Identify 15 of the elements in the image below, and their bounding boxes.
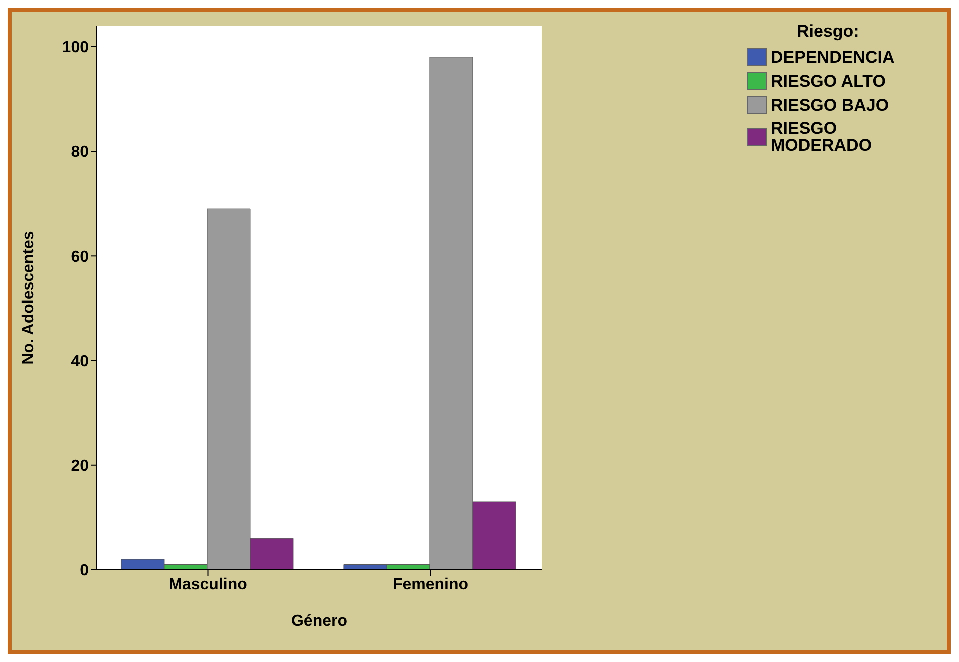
y-tick-label: 100	[62, 40, 90, 57]
x-tick-label: Masculino	[169, 576, 248, 594]
y-tick-label: 80	[71, 144, 90, 162]
legend-label: RIESGO BAJO	[771, 96, 890, 114]
legend-label: RIESGO ALTO	[771, 72, 887, 90]
y-tick-label: 60	[71, 248, 90, 266]
x-axis-title: Género	[291, 613, 348, 630]
legend-label: RIESGO MODERADO	[771, 119, 874, 155]
y-tick-label: 0	[80, 562, 90, 580]
legend-label: DEPENDENCIA	[771, 48, 896, 66]
y-tick-label: 20	[71, 458, 90, 476]
y-axis-title: No. Adolescentes	[20, 231, 38, 365]
legend-title: Riesgo:	[797, 22, 860, 42]
y-tick-label: 40	[71, 353, 90, 370]
x-tick-label: Femenino	[392, 576, 469, 594]
